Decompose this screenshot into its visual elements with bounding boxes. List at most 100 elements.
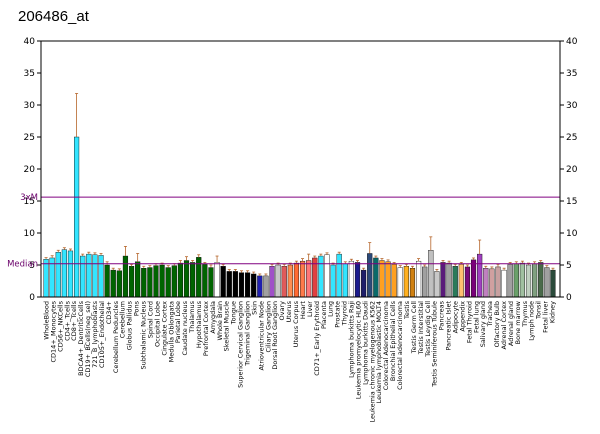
bar [281,266,287,298]
bar [190,262,196,298]
bar [348,260,354,298]
x-category-label: Pons [133,300,141,316]
bar [104,264,110,298]
bar [110,269,116,298]
y-tick-label-right: 35 [566,69,577,79]
x-category-label: Pancreas [438,300,446,330]
bar [495,266,501,298]
plot-frame [40,40,561,298]
x-category-label: Globus Pallidus [126,300,134,350]
bar [141,268,147,298]
bar [306,260,312,298]
y-tick-label-left: 35 [24,69,35,79]
y-tick-label-left: 30 [24,101,36,111]
y-tick-label-right: 25 [566,133,577,143]
x-category-label: Skeletal Muscle [223,301,231,351]
bar [177,262,183,298]
x-category-label: Testis Seminiferous Tubule [431,301,439,388]
y-axis-left: 0 5 10 15 20 25 30 35 40 [24,37,41,303]
bar [446,262,452,298]
y-tick-label-left: 15 [24,197,35,207]
bar [342,263,348,298]
bar [428,250,434,298]
x-category-label: Liver [306,301,314,317]
x-category-label: Spinal Cord [146,301,154,338]
bar [336,253,342,298]
bar [202,264,208,298]
x-category-label: Adipocyte [451,301,459,333]
x-category-label: Fetal Thyroid [465,301,473,343]
x-category-label: CD8+_Tcells [70,300,78,340]
bar [440,262,446,298]
bar [293,262,300,298]
x-category-label: Skin [250,301,258,315]
x-category-label: Adrenal Cortex [500,301,508,350]
x-category-label: Dorsal Root Ganglion [271,301,279,370]
x-category-label: Olfactory Bulb [493,301,501,347]
bar [238,272,245,298]
bar [324,254,330,298]
bar [232,271,238,298]
y-tick-label-right: 20 [566,165,578,175]
bar [269,266,275,298]
y-tick-label-right: 30 [566,101,578,111]
x-category-label: Prefrontal Cortex [202,301,210,356]
x-category-label: CD4+_Tcells [63,300,71,340]
bar [477,253,483,298]
bar [251,273,257,298]
x-category-label: Bronchial Epithelial Cells [389,300,397,381]
bar [122,255,129,298]
x-category-label: Parietal Lobe [174,301,182,343]
x-category-label: Lung [327,301,335,317]
bar [379,260,385,298]
bar [67,250,74,298]
bar [159,264,165,298]
bar [263,275,269,298]
bar [80,255,86,298]
x-category-label: Cerebellum Peduncles [112,300,120,373]
y-tick-label-right: 40 [566,37,578,47]
x-category-label: CD19+_BCells(neg_sel) [84,301,92,377]
x-category-label: WholeBlood [42,301,50,340]
x-category-label: Thymus [521,300,529,327]
bar [489,268,495,298]
x-category-label: Appendix [458,301,466,332]
x-category-label: Lymphoma burkitts Daudi [361,301,369,385]
x-category-label: Caudate nucleus [181,300,189,355]
y-tick-label-left: 20 [24,165,36,175]
bar [501,269,507,298]
x-category-label: Heart [299,301,307,320]
bar [550,269,556,298]
bar [165,267,171,298]
y-tick-label-left: 10 [24,229,36,239]
bar [135,261,141,298]
bar [61,249,67,298]
y-tick-label-right: 10 [566,229,578,239]
bar [434,271,440,298]
bar [220,266,226,298]
x-category-label: Hypothalamus [195,300,203,348]
x-category-label: Atrioventricular Node [257,301,265,371]
bar [171,265,177,298]
bar [391,264,397,298]
bar [483,268,489,298]
y-tick-label-left: 25 [24,133,35,143]
reference-lines: 3xM Median [7,193,560,270]
bar [409,268,416,298]
bar [43,259,49,298]
bar [318,255,324,298]
bar [464,266,471,298]
x-category-label: CD71+_Early Erythroid [313,301,321,376]
x-category-label: CD105+_Endothelial [98,301,106,368]
bar [226,271,232,298]
x-category-label: Uterus Corpus [292,300,300,347]
x-category-label: Fetal liver [542,301,550,333]
x-category-label: Tonsil [535,301,543,320]
bar [354,262,361,298]
x-category-label: 721_B_lymphoblasts [91,300,99,367]
bar [147,267,153,298]
x-category-label: Leukemia chronic myelogenous K562 [368,301,376,423]
x-category-label: Trachea [486,301,494,327]
x-category-label: Kidney [549,301,557,323]
